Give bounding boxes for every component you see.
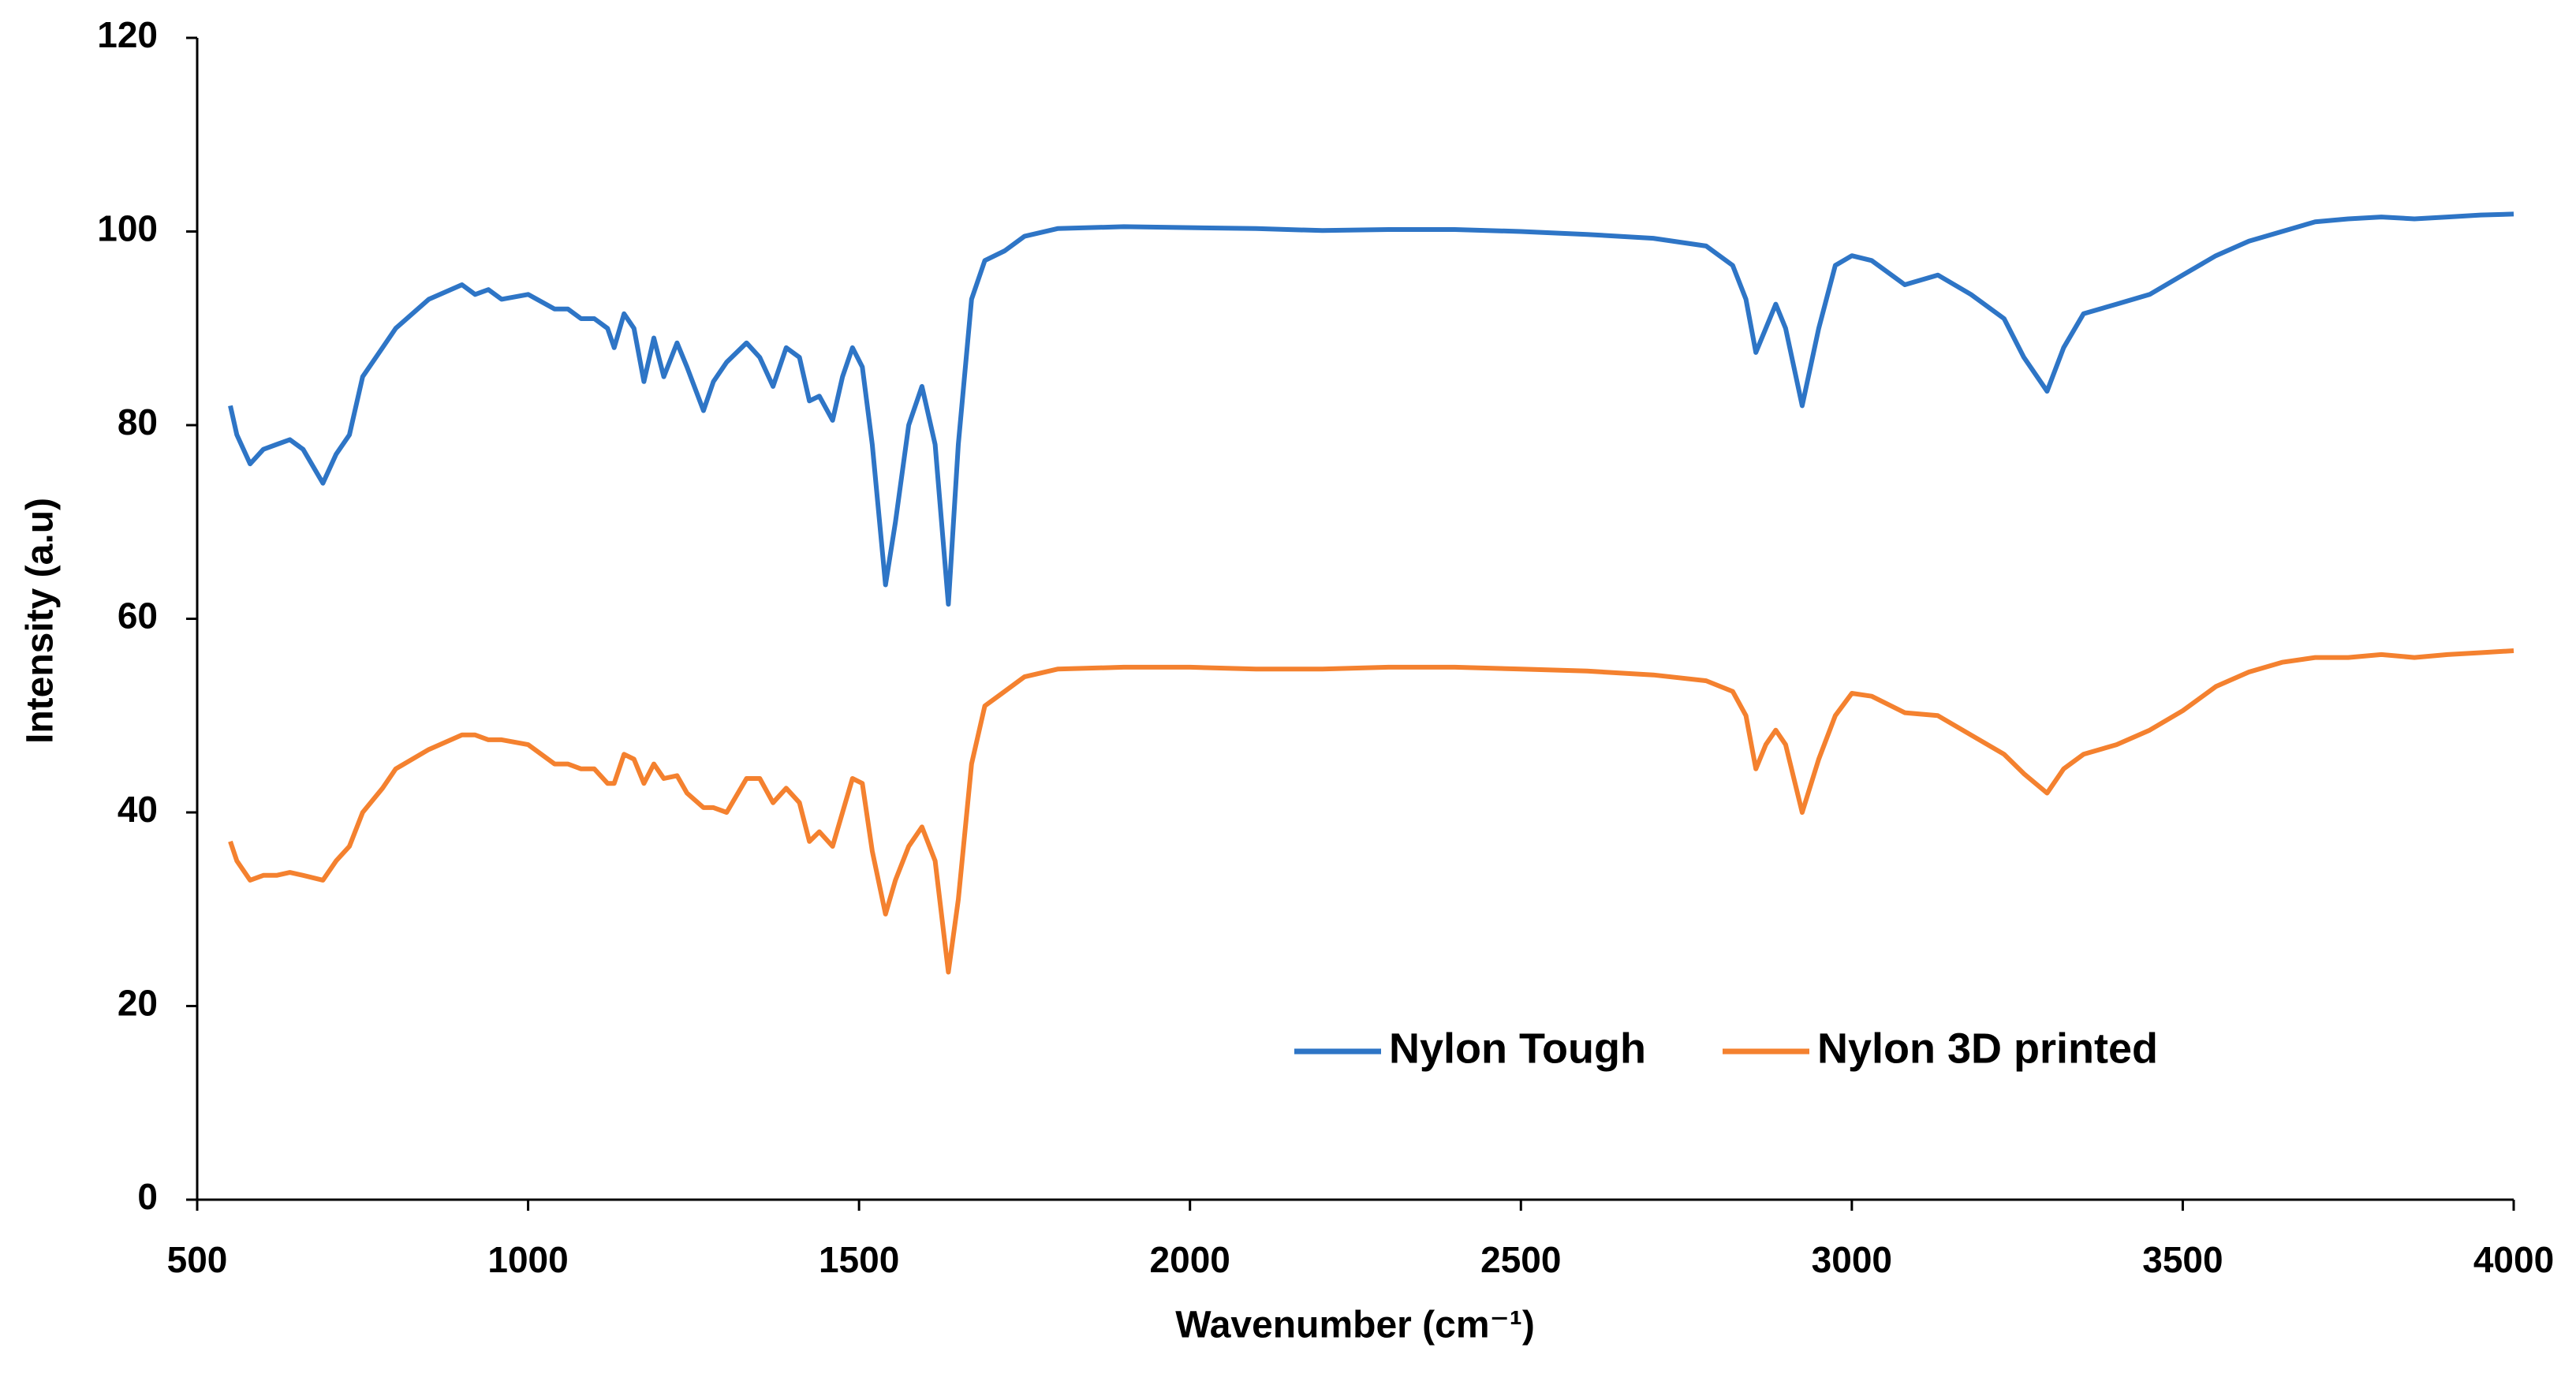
x-tick-label: 3000 <box>1812 1239 1892 1280</box>
data-line <box>228 648 2514 975</box>
x-tick-label: 1500 <box>819 1239 899 1280</box>
y-tick-label: 40 <box>118 789 158 830</box>
y-tick-label: 20 <box>118 983 158 1024</box>
x-tick-label: 2000 <box>1150 1239 1230 1280</box>
x-tick-label: 1000 <box>487 1239 568 1280</box>
legend-label: Nylon Tough <box>1389 1025 1646 1072</box>
data-line <box>228 211 2514 607</box>
legend-label: Nylon 3D printed <box>1817 1025 2158 1072</box>
x-axis-label: Wavenumber (cm⁻¹) <box>1175 1305 1535 1346</box>
x-tick-label: 2500 <box>1480 1239 1561 1280</box>
y-tick-label: 100 <box>97 208 158 249</box>
x-tick-label: 3500 <box>2142 1239 2223 1280</box>
x-tick-label: 4000 <box>2473 1239 2554 1280</box>
y-axis-label: Intensity (a.u) <box>20 498 62 744</box>
x-tick-label: 500 <box>167 1239 228 1280</box>
y-tick-label: 0 <box>137 1176 158 1217</box>
y-tick-label: 120 <box>97 14 158 55</box>
y-tick-label: 60 <box>118 596 158 637</box>
y-tick-label: 80 <box>118 401 158 442</box>
